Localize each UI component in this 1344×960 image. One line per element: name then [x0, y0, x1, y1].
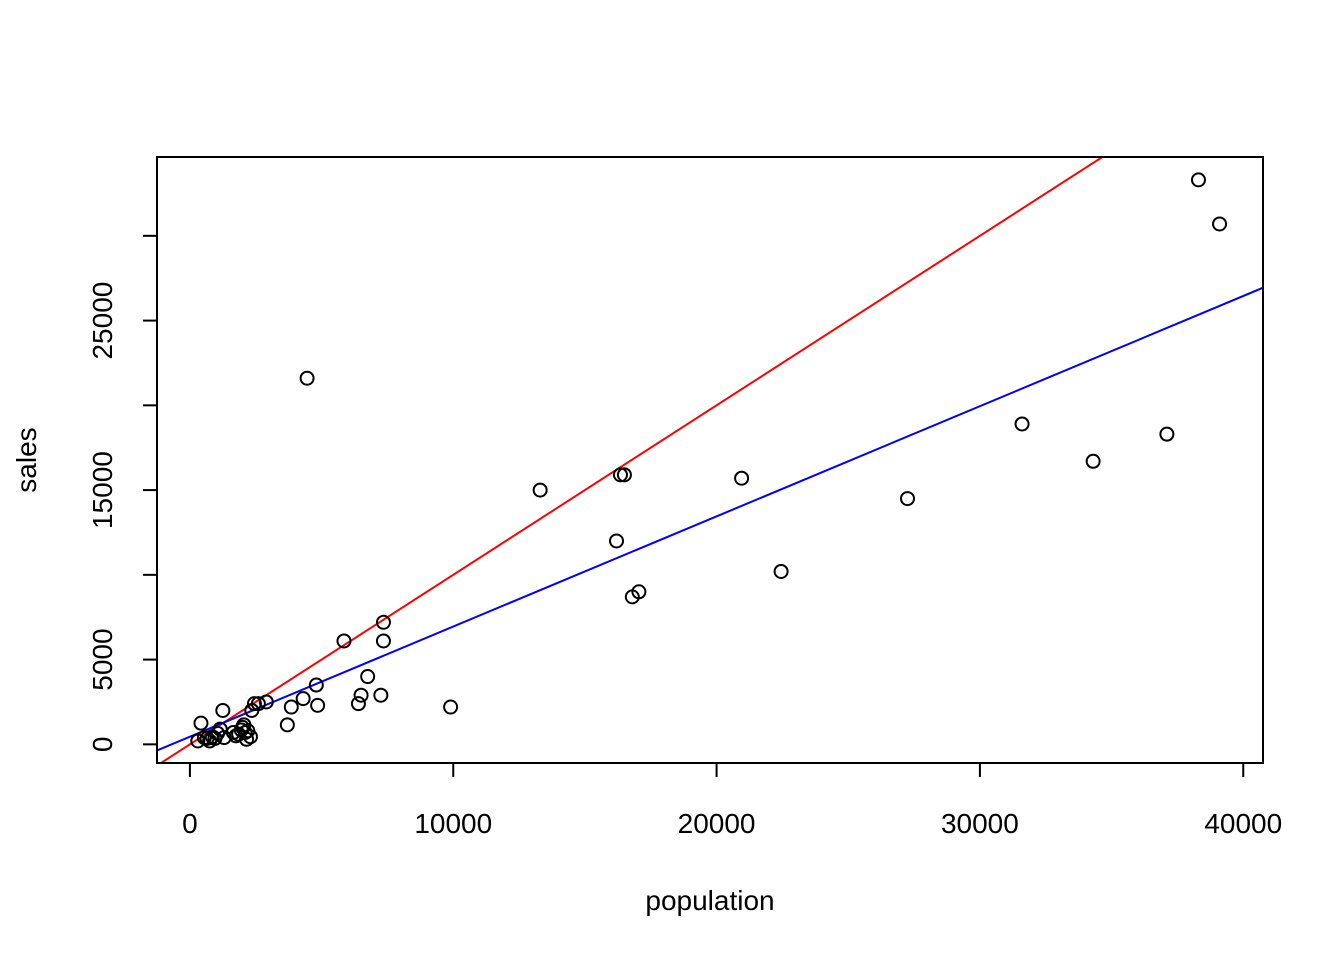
data-point-26 [283, 699, 299, 715]
data-point-31 [336, 633, 352, 649]
data-point-48 [1014, 416, 1030, 432]
data-point-34 [360, 669, 376, 685]
data-point-44 [631, 584, 647, 600]
data-point-41 [612, 467, 628, 483]
regression-lines [157, 157, 1263, 763]
data-point-50 [1159, 426, 1175, 442]
data-point-45 [734, 470, 750, 486]
y-tick-label-0: 0 [87, 737, 118, 753]
data-point-39 [532, 482, 548, 498]
x-tick-label-0: 0 [182, 808, 198, 839]
data-point-28 [299, 370, 315, 386]
data-point-51 [1190, 172, 1206, 188]
fit-line-0 [159, 157, 1105, 763]
data-point-35 [373, 687, 389, 703]
data-points [190, 172, 1228, 749]
data-point-47 [900, 491, 915, 507]
data-point-38 [443, 699, 459, 715]
data-point-24 [258, 694, 274, 710]
x-axis: 0 10000 20000 30000 40000 [182, 762, 1282, 839]
y-tick-label-3: 15000 [87, 451, 118, 529]
y-axis: 0 5000 15000 25000 [87, 234, 158, 753]
plot-area-border [156, 156, 1264, 764]
data-point-46 [773, 563, 789, 579]
data-point-20 [242, 729, 258, 745]
data-point-23 [250, 696, 266, 712]
data-point-42 [616, 467, 632, 483]
y-axis-title: sales [11, 427, 42, 492]
y-tick-label-1: 5000 [87, 628, 118, 690]
x-tick-label-3: 30000 [941, 808, 1019, 839]
data-point-52 [1212, 216, 1228, 232]
data-point-36 [375, 633, 391, 649]
data-point-30 [310, 697, 326, 713]
data-point-27 [295, 691, 311, 707]
x-tick-label-1: 10000 [414, 808, 492, 839]
data-point-33 [353, 687, 369, 703]
data-point-49 [1085, 453, 1101, 469]
data-point-25 [279, 717, 295, 733]
data-point-37 [375, 614, 391, 630]
x-tick-label-4: 40000 [1204, 808, 1282, 839]
data-point-1 [193, 715, 209, 731]
y-tick-label-5: 25000 [87, 282, 118, 360]
data-point-9 [215, 702, 231, 718]
data-point-32 [350, 696, 366, 712]
x-tick-label-2: 20000 [678, 808, 756, 839]
x-axis-title: population [645, 885, 774, 916]
fit-line-1 [157, 286, 1263, 752]
data-point-40 [609, 533, 625, 549]
data-point-29 [308, 677, 324, 693]
